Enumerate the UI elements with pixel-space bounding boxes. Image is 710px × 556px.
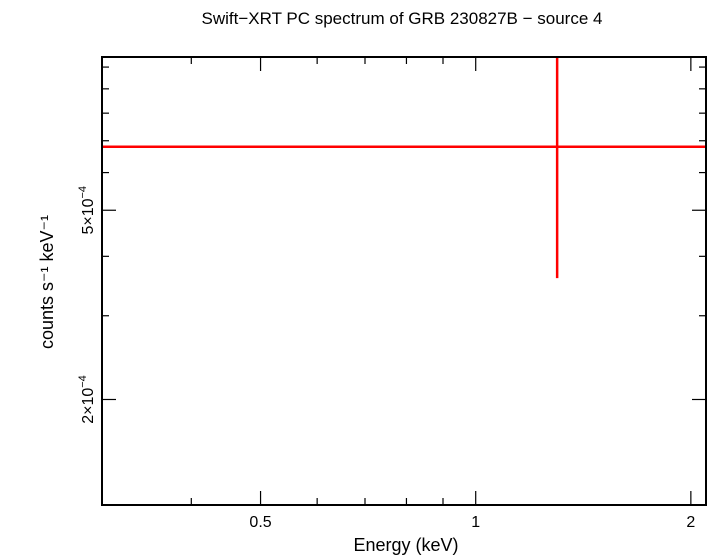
chart-title: Swift−XRT PC spectrum of GRB 230827B − s… (202, 9, 603, 28)
tick-marks (102, 57, 706, 505)
data-layer (102, 57, 706, 279)
x-tick-label: 0.5 (249, 514, 271, 531)
x-axis-label: Energy (keV) (353, 535, 458, 555)
y-tick-mantissa: 5×10 (80, 198, 97, 234)
x-tick-label: 2 (686, 514, 695, 531)
plot-frame (101, 56, 707, 506)
y-tick-exponent: −4 (77, 186, 89, 199)
tick-labels: 0.5 1 22×10−45×10−4 (77, 186, 695, 531)
y-tick-exponent: −4 (77, 375, 89, 388)
svg-text:2×10−4: 2×10−4 (77, 375, 97, 424)
y-tick-label: 2×10−4 (77, 375, 97, 424)
svg-text:5×10−4: 5×10−4 (77, 186, 97, 235)
x-tick-label: 1 (471, 514, 480, 531)
y-tick-label: 5×10−4 (77, 186, 97, 235)
y-axis-label: counts s⁻¹ keV⁻¹ (37, 215, 57, 349)
y-tick-mantissa: 2×10 (80, 388, 97, 424)
